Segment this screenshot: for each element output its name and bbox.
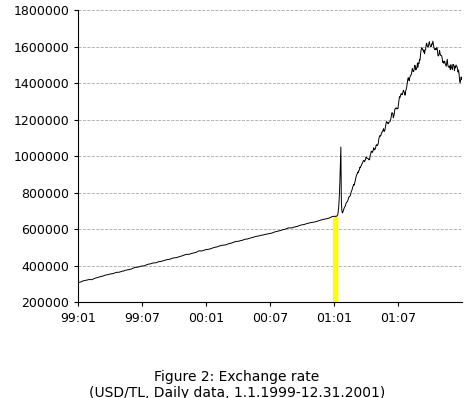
Text: Figure 2: Exchange rate
(USD/TL, Daily data, 1.1.1999-12.31.2001): Figure 2: Exchange rate (USD/TL, Daily d… [89, 370, 385, 398]
